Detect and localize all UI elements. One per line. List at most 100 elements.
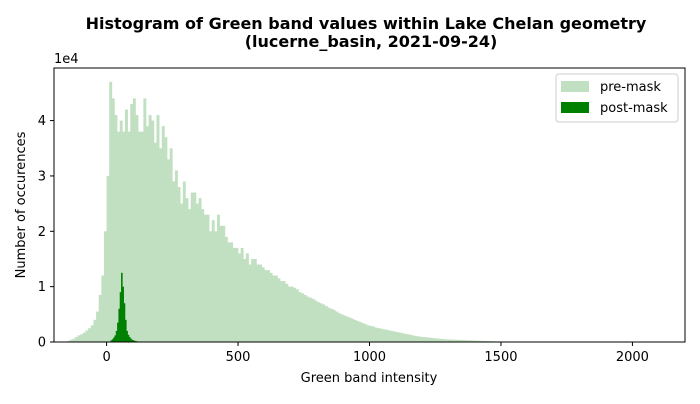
pre-mask-bar: [406, 334, 409, 342]
pre-mask-bar: [230, 242, 233, 342]
pre-mask-bar: [222, 226, 225, 342]
pre-mask-bar: [288, 287, 291, 342]
pre-mask-bar: [220, 226, 223, 342]
y-axis-label: Number of occurences: [14, 131, 29, 278]
pre-mask-bar: [254, 259, 257, 342]
pre-mask-bar: [251, 259, 254, 342]
y-tick-label: 2: [38, 225, 46, 240]
pre-mask-bar: [209, 231, 212, 342]
pre-mask-bar: [96, 312, 99, 342]
pre-mask-bar: [217, 215, 220, 342]
pre-mask-bar: [249, 265, 252, 342]
pre-mask-bar: [136, 115, 139, 342]
pre-mask-bar: [401, 333, 404, 342]
pre-mask-bar: [435, 338, 438, 342]
pre-mask-bar: [130, 104, 133, 342]
pre-mask-bar: [141, 132, 144, 342]
pre-mask-bar: [396, 332, 399, 342]
pre-mask-bar: [341, 314, 344, 342]
pre-mask-bar: [151, 121, 154, 342]
pre-mask-bar: [388, 330, 391, 342]
pre-mask-bar: [225, 237, 228, 342]
pre-mask-bar: [214, 231, 217, 342]
pre-mask-bar: [372, 327, 375, 343]
pre-mask-bar: [425, 337, 428, 342]
pre-mask-bar: [364, 324, 367, 342]
pre-mask-bar: [422, 337, 425, 342]
pre-mask-bar: [262, 267, 265, 342]
pre-mask-bar: [385, 330, 388, 342]
pre-mask-bar: [101, 276, 104, 342]
pre-mask-bar: [204, 215, 207, 342]
pre-mask-bar: [235, 248, 238, 342]
pre-mask-bar: [201, 209, 204, 342]
pre-mask-bar: [93, 320, 96, 342]
pre-mask-bar: [306, 297, 309, 342]
pre-mask-bar: [172, 181, 175, 342]
pre-mask-bar: [325, 306, 328, 342]
pre-mask-bar: [128, 132, 131, 342]
pre-mask-bar: [377, 328, 380, 342]
pre-mask-bar: [383, 329, 386, 342]
pre-mask-bar: [267, 270, 270, 342]
pre-mask-bar: [309, 298, 312, 342]
pre-mask-bar: [346, 317, 349, 342]
pre-mask-bar: [343, 315, 346, 342]
pre-mask-bar: [212, 220, 215, 342]
pre-mask-bar: [185, 198, 188, 342]
legend-swatch-pre-mask: [561, 81, 589, 92]
legend-label-post-mask: post-mask: [600, 101, 668, 116]
pre-mask-bar: [412, 335, 415, 342]
pre-mask-bar: [228, 242, 231, 342]
pre-mask-bar: [275, 276, 278, 342]
pre-mask-bar: [175, 170, 178, 342]
pre-mask-bar: [143, 98, 146, 342]
pre-mask-bar: [138, 132, 141, 342]
legend-label-pre-mask: pre-mask: [600, 80, 661, 95]
pre-mask-bar: [414, 336, 417, 342]
x-tick-label: 2000: [616, 350, 649, 365]
chart-title-line-1: Histogram of Green band values within La…: [86, 14, 647, 33]
pre-mask-bar: [320, 303, 323, 342]
pre-mask-bar: [149, 115, 152, 342]
pre-mask-bar: [404, 334, 407, 342]
pre-mask-bar: [78, 335, 81, 342]
pre-mask-bar: [312, 299, 315, 342]
pre-mask-bar: [88, 328, 91, 342]
pre-mask-bar: [356, 321, 359, 342]
pre-mask-bar: [299, 292, 302, 342]
legend: pre-mask post-mask: [556, 74, 678, 122]
pre-mask-bar: [170, 148, 173, 342]
pre-mask-bar: [375, 328, 378, 342]
pre-mask-bar: [327, 308, 330, 342]
pre-mask-bar: [333, 310, 336, 342]
y-tick-label: 1: [38, 280, 46, 295]
pre-mask-bar: [112, 98, 115, 342]
pre-mask-bar: [86, 330, 89, 342]
pre-mask-bar: [277, 278, 280, 342]
y-offset-label: 1e4: [54, 52, 79, 67]
y-tick-label: 3: [38, 169, 46, 184]
pre-mask-bar: [104, 231, 107, 342]
pre-mask-bar: [367, 325, 370, 342]
pre-mask-bar: [157, 115, 160, 342]
pre-mask-bar: [114, 115, 117, 342]
pre-mask-bar: [83, 333, 86, 342]
pre-mask-bar: [256, 265, 259, 342]
pre-mask-bar: [259, 265, 262, 342]
pre-mask-bar: [280, 281, 283, 342]
pre-mask-bar: [91, 325, 94, 342]
pre-mask-bar: [380, 329, 383, 342]
pre-mask-bar: [417, 336, 420, 342]
pre-mask-bar: [270, 273, 273, 342]
pre-mask-bar: [75, 337, 78, 342]
pre-mask-bar: [317, 302, 320, 342]
pre-mask-bar: [193, 193, 196, 342]
pre-mask-bar: [164, 137, 167, 342]
pre-mask-bar: [109, 82, 112, 342]
pre-mask-bar: [196, 204, 199, 342]
pre-mask-bar: [285, 284, 288, 342]
pre-mask-bar: [107, 176, 110, 342]
y-tick-label: 0: [38, 336, 46, 351]
